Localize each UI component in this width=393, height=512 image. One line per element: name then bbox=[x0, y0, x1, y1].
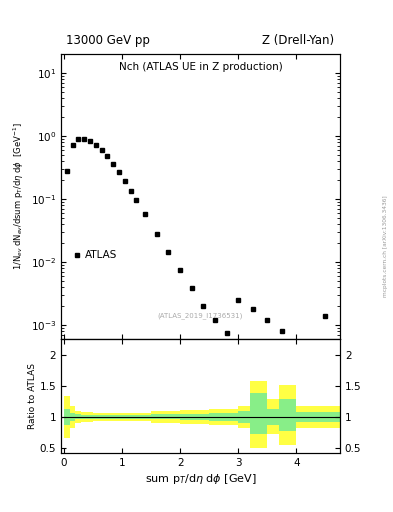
ATLAS bbox=[250, 306, 255, 312]
ATLAS bbox=[236, 297, 241, 303]
Text: Nch (ATLAS UE in Z production): Nch (ATLAS UE in Z production) bbox=[119, 62, 282, 72]
ATLAS bbox=[134, 197, 139, 203]
ATLAS bbox=[323, 313, 328, 319]
ATLAS bbox=[117, 168, 121, 175]
ATLAS bbox=[178, 267, 182, 273]
ATLAS bbox=[88, 138, 92, 144]
ATLAS bbox=[189, 285, 194, 291]
Line: ATLAS: ATLAS bbox=[64, 137, 328, 347]
ATLAS bbox=[64, 167, 69, 174]
Text: mcplots.cern.ch [arXiv:1306.3436]: mcplots.cern.ch [arXiv:1306.3436] bbox=[384, 195, 388, 296]
Y-axis label: 1/N$_{ev}$ dN$_{ev}$/dsum p$_{\rm T}$/d$\eta$ d$\phi$  [GeV$^{-1}$]: 1/N$_{ev}$ dN$_{ev}$/dsum p$_{\rm T}$/d$… bbox=[12, 122, 26, 270]
ATLAS bbox=[265, 317, 270, 323]
ATLAS bbox=[166, 249, 171, 255]
ATLAS bbox=[279, 328, 284, 334]
Legend: ATLAS: ATLAS bbox=[72, 248, 120, 263]
ATLAS bbox=[99, 147, 104, 153]
ATLAS bbox=[94, 142, 98, 148]
ATLAS bbox=[201, 303, 206, 309]
ATLAS bbox=[224, 330, 229, 336]
X-axis label: sum p$_{T}$/d$\eta$ d$\phi$ [GeV]: sum p$_{T}$/d$\eta$ d$\phi$ [GeV] bbox=[145, 472, 256, 486]
ATLAS bbox=[82, 136, 86, 142]
ATLAS bbox=[123, 178, 127, 184]
ATLAS bbox=[128, 187, 133, 194]
ATLAS bbox=[300, 341, 305, 347]
Y-axis label: Ratio to ATLAS: Ratio to ATLAS bbox=[28, 363, 37, 429]
ATLAS bbox=[213, 317, 217, 323]
Text: 13000 GeV pp: 13000 GeV pp bbox=[66, 34, 151, 47]
Text: Z (Drell-Yan): Z (Drell-Yan) bbox=[262, 34, 334, 47]
ATLAS bbox=[105, 153, 110, 159]
Text: (ATLAS_2019_I1736531): (ATLAS_2019_I1736531) bbox=[158, 312, 243, 319]
ATLAS bbox=[143, 211, 147, 218]
ATLAS bbox=[154, 231, 159, 237]
ATLAS bbox=[111, 161, 116, 167]
ATLAS bbox=[70, 142, 75, 148]
ATLAS bbox=[76, 136, 81, 142]
